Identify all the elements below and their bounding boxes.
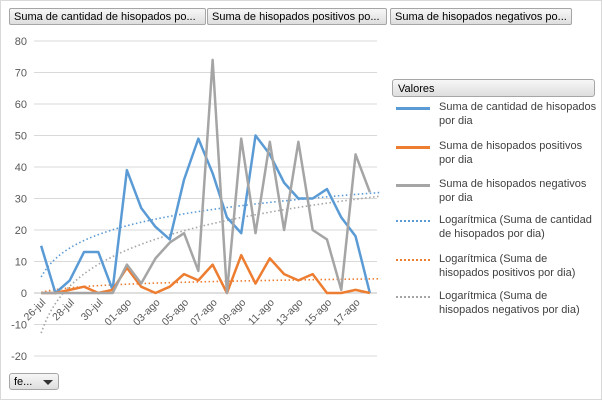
series-line-2	[41, 58, 372, 295]
legend-swatch	[396, 296, 430, 298]
x-tick-label: 17-ago	[331, 297, 363, 329]
legend-title[interactable]: Valores	[392, 79, 595, 97]
legend-label: Logarítmica (Suma de cantidad de hisopad…	[439, 214, 592, 240]
x-tick-label: 05-ago	[160, 297, 192, 329]
x-tick-label: 01-ago	[102, 297, 134, 329]
legend-label: Logarítmica (Suma de hisopados negativos…	[439, 290, 580, 316]
x-axis: 26-jul 28-jul 30-jul01-ago03-ago05-ago07-a…	[22, 292, 377, 329]
field-button-cantidad[interactable]: Suma de cantidad de hisopados po...	[9, 8, 206, 25]
y-tick-label: 0	[21, 288, 27, 300]
legend-label: Suma de cantidad de hisopados por dia	[439, 101, 597, 127]
y-tick-label: -10	[11, 320, 27, 332]
y-tick-label: -20	[11, 351, 27, 363]
y-tick-label: 30	[15, 194, 27, 206]
y-tick-label: 20	[15, 225, 27, 237]
legend-swatch	[396, 184, 430, 187]
y-tick-label: 60	[15, 99, 27, 111]
legend-label: Suma de hisopados positivos por dia	[439, 140, 583, 166]
legend-swatch	[396, 146, 430, 149]
trendlines	[40, 191, 381, 334]
chevron-down-icon	[43, 380, 53, 385]
x-tick-label: 28-jul	[50, 297, 77, 324]
field-button-negativos[interactable]: Suma de hisopados negativos po...	[390, 8, 572, 25]
field-button-positivos[interactable]: Suma de hisopados positivos po...	[207, 8, 387, 25]
x-tick-label: 09-ago	[217, 297, 249, 329]
trendline-3	[40, 191, 381, 278]
series-line-1	[41, 253, 371, 295]
x-tick-label: 11-ago	[246, 297, 277, 328]
y-tick-label: 50	[15, 131, 27, 143]
trendline-4	[40, 277, 381, 294]
gridlines	[34, 40, 377, 357]
x-tick-label: 07-ago	[188, 297, 220, 329]
x-tick-label: 26-jul	[22, 297, 49, 324]
series-lines	[39, 58, 372, 295]
filter-button[interactable]: fe...	[9, 373, 59, 390]
x-tick-label: 30-jul	[79, 297, 106, 324]
legend-swatch	[396, 259, 430, 261]
y-tick-label: 70	[15, 68, 27, 80]
legend-label: Suma de hisopados negativos por dia	[439, 178, 587, 204]
x-tick-label: 03-ago	[131, 297, 163, 329]
x-tick-label: 15-ago	[302, 297, 334, 329]
legend-swatch	[396, 107, 430, 110]
x-tick-label: 13-ago	[274, 297, 306, 329]
legend-label: Logarítmica (Suma de hisopados positivos…	[439, 253, 576, 279]
filter-button-label: fe...	[14, 376, 33, 388]
y-axis: -20 -10 0 10 20 30 40 50 60 70 80	[11, 36, 27, 363]
y-tick-label: 10	[15, 257, 27, 269]
y-tick-label: 80	[15, 36, 27, 48]
legend-swatch	[396, 220, 430, 222]
y-tick-label: 40	[15, 162, 27, 174]
